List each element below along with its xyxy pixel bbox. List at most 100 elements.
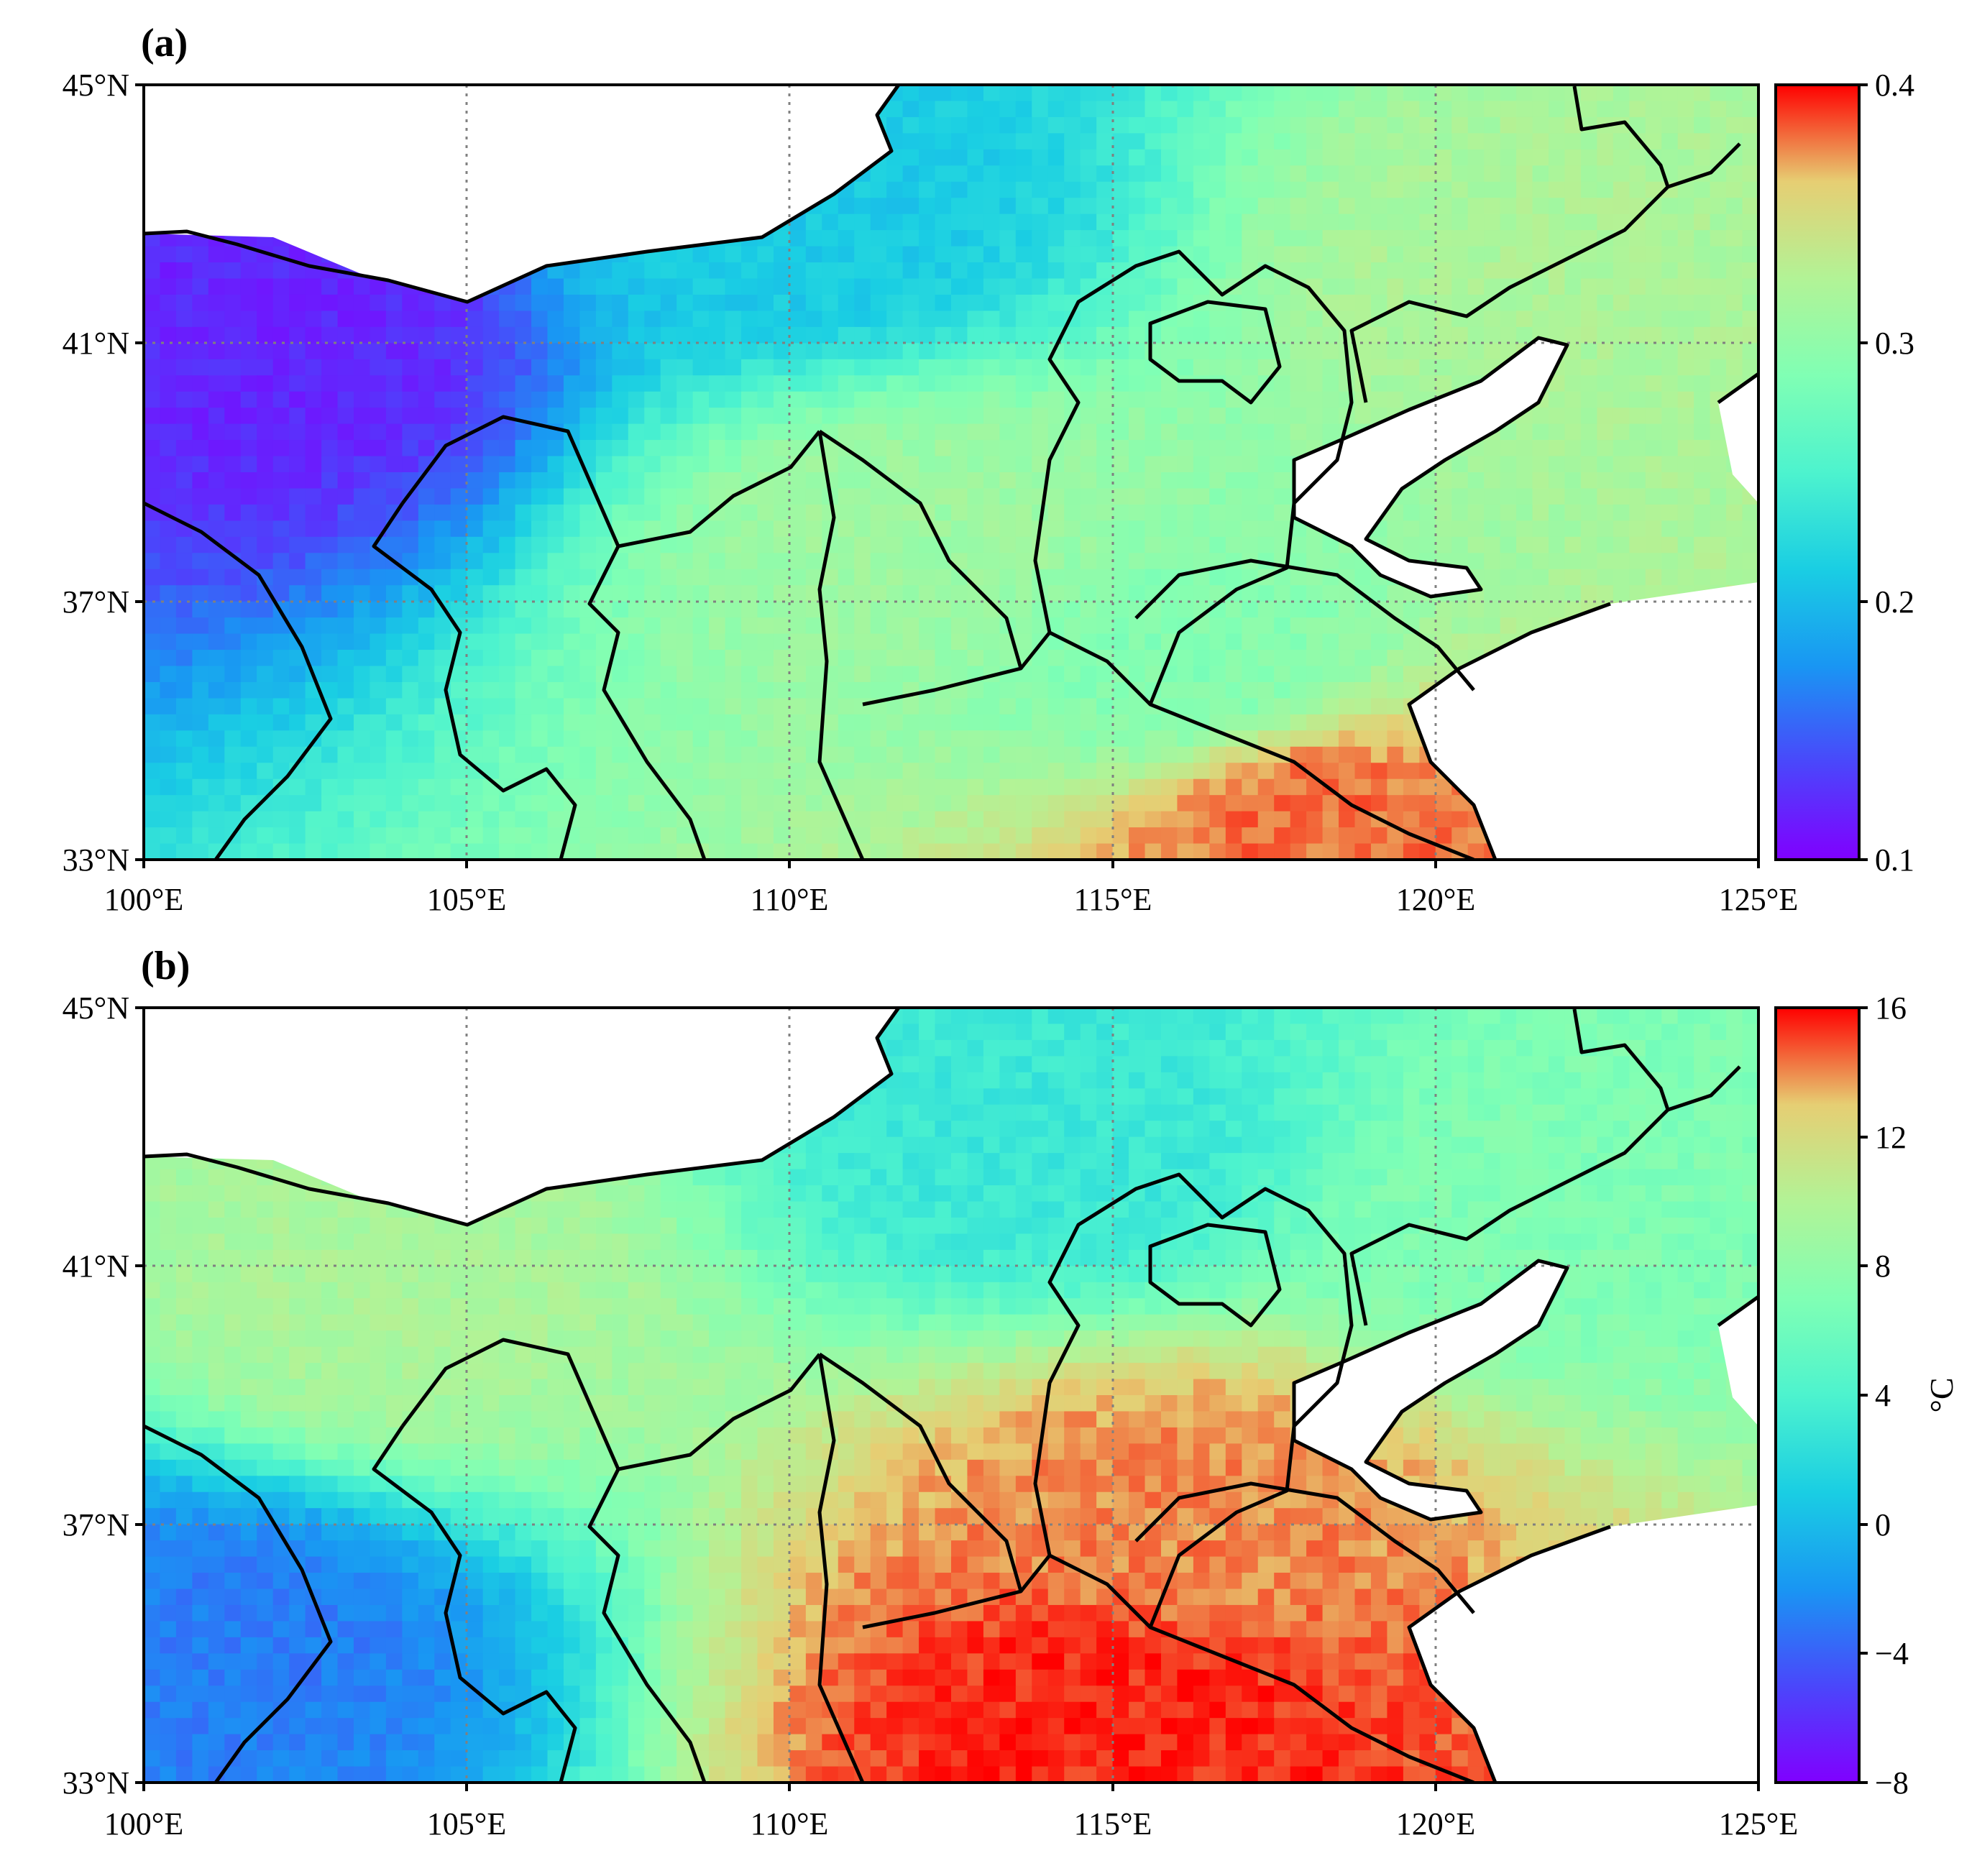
heatmap-cell xyxy=(353,456,371,473)
heatmap-cell xyxy=(1209,311,1226,328)
heatmap-cell xyxy=(1694,440,1711,457)
heatmap-cell xyxy=(1370,827,1388,845)
heatmap-cell xyxy=(531,294,549,312)
heatmap-cell xyxy=(1549,553,1566,570)
heatmap-cell xyxy=(579,698,597,715)
heatmap-cell xyxy=(1047,827,1065,845)
heatmap-cell xyxy=(547,601,564,618)
heatmap-cell xyxy=(1274,504,1291,521)
heatmap-cell xyxy=(967,650,984,667)
heatmap-cell xyxy=(1290,181,1307,198)
heatmap-cell xyxy=(175,617,193,635)
heatmap-cell xyxy=(208,246,225,263)
heatmap-cell xyxy=(709,391,726,408)
heatmap-cell xyxy=(951,181,968,198)
heatmap-cell xyxy=(579,520,597,538)
heatmap-cell xyxy=(547,375,564,392)
heatmap-cell xyxy=(305,440,322,457)
heatmap-cell xyxy=(337,278,354,295)
heatmap-cell xyxy=(1580,85,1597,102)
heatmap-cell xyxy=(1047,85,1065,102)
heatmap-cell xyxy=(1306,311,1324,328)
heatmap-cell xyxy=(612,504,629,521)
heatmap-cell xyxy=(741,795,758,812)
heatmap-cell xyxy=(1112,101,1129,118)
heatmap-cell xyxy=(1242,326,1259,344)
heatmap-cell xyxy=(902,504,919,521)
heatmap-cell xyxy=(1047,181,1065,198)
heatmap-cell xyxy=(353,423,371,441)
heatmap-cell xyxy=(1387,843,1404,860)
heatmap-cell xyxy=(1257,278,1275,295)
heatmap-cell xyxy=(1549,456,1566,473)
heatmap-cell xyxy=(1677,198,1694,215)
heatmap-cell xyxy=(1274,408,1291,425)
heatmap-cell xyxy=(1645,262,1662,280)
heatmap-cell xyxy=(789,262,807,280)
heatmap-cell xyxy=(1047,601,1065,618)
heatmap-cell xyxy=(935,213,952,231)
heatmap-cell xyxy=(709,569,726,586)
heatmap-cell xyxy=(951,262,968,280)
heatmap-cell xyxy=(1306,617,1324,635)
heatmap-cell xyxy=(1096,343,1114,360)
heatmap-cell xyxy=(175,440,193,457)
heatmap-cell xyxy=(805,730,822,748)
heatmap-cell xyxy=(1387,359,1404,376)
heatmap-cell xyxy=(1080,181,1097,198)
heatmap-cell xyxy=(208,553,225,570)
heatmap-cell xyxy=(272,311,290,328)
heatmap-cell xyxy=(822,714,839,731)
heatmap-cell xyxy=(595,391,613,408)
heatmap-cell xyxy=(838,423,855,441)
heatmap-cell xyxy=(1597,423,1614,441)
heatmap-cell xyxy=(773,569,790,586)
heatmap-cell xyxy=(499,311,516,328)
heatmap-cell xyxy=(967,778,984,796)
heatmap-cell xyxy=(1242,633,1259,650)
heatmap-cell xyxy=(305,294,322,312)
heatmap-cell xyxy=(1209,585,1226,602)
heatmap-cell xyxy=(709,408,726,425)
heatmap-cell xyxy=(224,294,242,312)
heatmap-cell xyxy=(1403,681,1420,699)
heatmap-cell xyxy=(257,778,274,796)
heatmap-cell xyxy=(1193,650,1210,667)
heatmap-cell xyxy=(757,488,774,505)
heatmap-cell xyxy=(144,408,161,425)
heatmap-cell xyxy=(224,698,242,715)
heatmap-cell xyxy=(1549,133,1566,150)
heatmap-cell xyxy=(1242,585,1259,602)
heatmap-cell xyxy=(1225,488,1242,505)
heatmap-cell xyxy=(257,746,274,763)
heatmap-cell xyxy=(418,504,435,521)
heatmap-cell xyxy=(983,246,1000,263)
heatmap-cell xyxy=(628,311,645,328)
heatmap-cell xyxy=(337,488,354,505)
heatmap-cell xyxy=(1694,359,1711,376)
heatmap-cell xyxy=(1419,843,1436,860)
heatmap-cell xyxy=(757,666,774,683)
heatmap-cell xyxy=(1484,1008,1501,1025)
panel-a-y-tick-labels: 45°N 41°N 37°N 33°N xyxy=(63,68,129,878)
heatmap-cell xyxy=(1112,536,1129,553)
heatmap-cell xyxy=(385,714,403,731)
heatmap-cell xyxy=(1177,472,1194,489)
heatmap-cell xyxy=(935,811,952,828)
heatmap-cell xyxy=(1177,520,1194,538)
heatmap-cell xyxy=(1500,585,1517,602)
heatmap-cell xyxy=(1710,101,1727,118)
heatmap-cell xyxy=(1403,246,1420,263)
heatmap-cell xyxy=(1467,213,1485,231)
heatmap-cell xyxy=(1064,198,1081,215)
heatmap-cell xyxy=(175,714,193,731)
heatmap-cell xyxy=(1032,165,1049,183)
heatmap-cell xyxy=(1710,230,1727,247)
heatmap-cell xyxy=(1274,101,1291,118)
heatmap-cell xyxy=(1112,617,1129,635)
heatmap-cell xyxy=(789,827,807,845)
heatmap-cell xyxy=(1242,472,1259,489)
heatmap-cell xyxy=(709,440,726,457)
heatmap-cell xyxy=(208,408,225,425)
heatmap-cell xyxy=(919,617,936,635)
